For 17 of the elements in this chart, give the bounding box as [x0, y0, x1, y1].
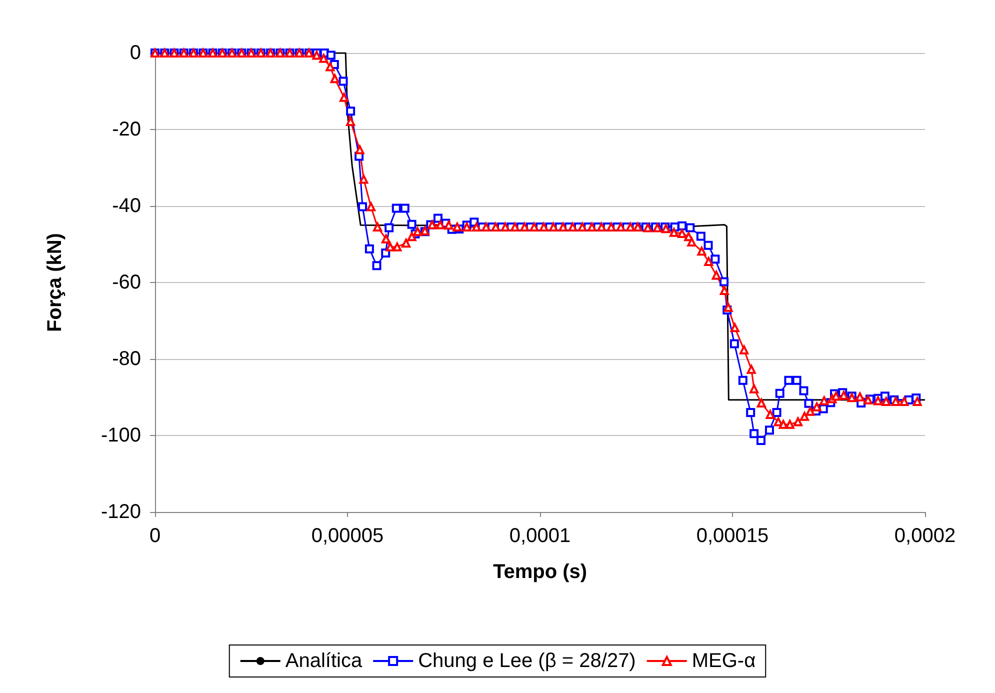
x-tick-label: 0,0002	[894, 525, 956, 547]
y-tick-label: -120	[100, 501, 141, 523]
y-tick-label: -80	[112, 348, 141, 370]
y-tick-label: -60	[112, 272, 141, 294]
y-tick-label: -100	[100, 424, 141, 446]
x-tick-label: 0,00005	[311, 525, 384, 547]
x-axis-title: Tempo (s)	[492, 561, 588, 583]
legend-label: Chung e Lee (β = 28/27)	[418, 650, 636, 672]
y-axis-title: Força (kN)	[44, 233, 66, 332]
x-tick-label: 0	[149, 525, 161, 547]
y-tick-label: -20	[112, 118, 141, 140]
y-tick-label: 0	[130, 42, 141, 64]
y-tick-label: -40	[112, 195, 141, 217]
x-tick-label: 0,00015	[696, 525, 769, 547]
x-tick-label: 0,0001	[509, 525, 571, 547]
legend-label: Analítica	[285, 650, 363, 672]
legend-label: MEG-α	[692, 650, 756, 672]
